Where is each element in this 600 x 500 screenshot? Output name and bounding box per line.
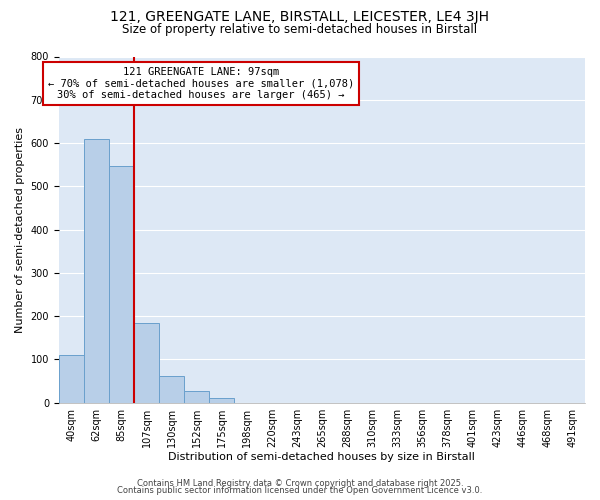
Text: Contains HM Land Registry data © Crown copyright and database right 2025.: Contains HM Land Registry data © Crown c…	[137, 478, 463, 488]
Text: Contains public sector information licensed under the Open Government Licence v3: Contains public sector information licen…	[118, 486, 482, 495]
Bar	[84, 138, 109, 402]
Text: 121 GREENGATE LANE: 97sqm
← 70% of semi-detached houses are smaller (1,078)
30% : 121 GREENGATE LANE: 97sqm ← 70% of semi-…	[48, 67, 354, 100]
Bar	[109, 166, 134, 402]
Bar	[209, 398, 234, 402]
Bar	[59, 355, 84, 403]
Text: Size of property relative to semi-detached houses in Birstall: Size of property relative to semi-detach…	[122, 22, 478, 36]
X-axis label: Distribution of semi-detached houses by size in Birstall: Distribution of semi-detached houses by …	[169, 452, 475, 462]
Bar	[159, 376, 184, 402]
Y-axis label: Number of semi-detached properties: Number of semi-detached properties	[15, 126, 25, 332]
Bar	[184, 390, 209, 402]
Bar	[134, 322, 159, 402]
Text: 121, GREENGATE LANE, BIRSTALL, LEICESTER, LE4 3JH: 121, GREENGATE LANE, BIRSTALL, LEICESTER…	[110, 10, 490, 24]
